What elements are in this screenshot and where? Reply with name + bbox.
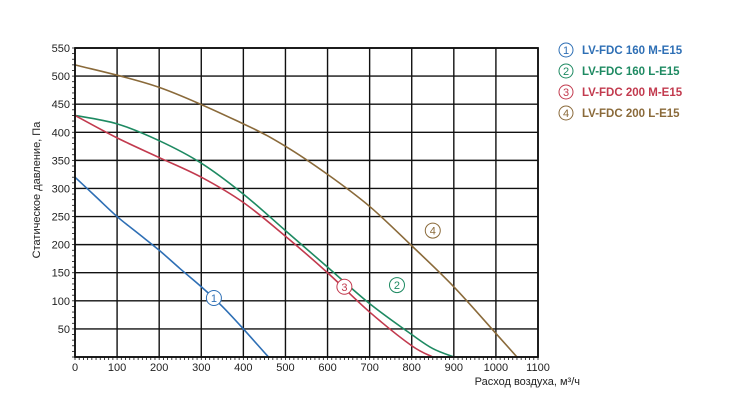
series-line-3 [74, 114, 434, 358]
y-tick-label: 200 [52, 240, 70, 252]
legend-label-3: LV-FDC 200 M-E15 [582, 87, 683, 99]
series-line-2 [74, 114, 455, 358]
y-tick-label: 400 [52, 127, 70, 139]
series-line-1 [74, 176, 270, 358]
series-marker-label-2: 2 [394, 280, 400, 292]
x-tick-label: 800 [403, 362, 421, 374]
legend-marker-label-4: 4 [563, 108, 569, 120]
series-marker-label-3: 3 [341, 282, 347, 294]
plot-border [74, 47, 539, 358]
y-tick-label: 350 [52, 155, 70, 167]
legend-label-1: LV-FDC 160 M-E15 [582, 45, 683, 57]
x-tick-label: 600 [318, 362, 336, 374]
legend-marker-4 [558, 105, 574, 121]
x-tick-label: 1000 [484, 362, 508, 374]
legend: 1 LV-FDC 160 M-E15 2 LV-FDC 160 L-E15 3 LV-FD… [558, 42, 683, 121]
y-tick-label: 500 [52, 71, 70, 83]
series-line-4 [74, 64, 518, 358]
grid [74, 47, 539, 358]
y-tick-label: 100 [52, 296, 70, 308]
y-axis-label: Статическое давление, Па [31, 121, 43, 259]
x-tick-label: 0 [72, 362, 78, 374]
x-axis-label: Расход воздуха, м³/ч [475, 376, 580, 388]
plot-frame [72, 47, 539, 360]
legend-label-2: LV-FDC 160 L-E15 [582, 66, 680, 78]
series-marker-circle-2 [388, 277, 405, 294]
series-marker-label-4: 4 [430, 226, 436, 238]
x-tick-label: 500 [276, 362, 294, 374]
y-tick-label: 300 [52, 183, 70, 195]
x-tick-label: 300 [192, 362, 210, 374]
x-tick-label: 400 [234, 362, 252, 374]
y-tick-label: 50 [58, 324, 70, 336]
x-tick-label: 700 [360, 362, 378, 374]
series-layer: 1 2 3 4 [74, 64, 518, 358]
x-tick-label: 900 [445, 362, 463, 374]
legend-marker-1 [558, 42, 574, 58]
legend-marker-label-1: 1 [563, 45, 569, 57]
legend-label-4: LV-FDC 200 L-E15 [582, 108, 680, 120]
series-marker-label-1: 1 [211, 293, 217, 305]
tick-labels: 0 100 200 300 400 500 600 700 800 900 1000 1100 50 10… [52, 43, 550, 374]
x-tick-label: 100 [108, 362, 126, 374]
y-tick-label: 550 [52, 43, 70, 55]
legend-marker-3 [558, 84, 574, 100]
x-tick-label: 1100 [526, 362, 550, 374]
series-marker-circle-1 [205, 290, 222, 307]
y-tick-label: 250 [52, 212, 70, 224]
legend-marker-label-2: 2 [563, 66, 569, 78]
legend-marker-label-3: 3 [563, 87, 569, 99]
y-tick-label: 450 [52, 99, 70, 111]
plot-background [75, 48, 538, 357]
y-tick-label: 150 [52, 268, 70, 280]
legend-marker-2 [558, 63, 574, 79]
x-tick-label: 200 [150, 362, 168, 374]
series-marker-circle-4 [424, 222, 441, 239]
series-marker-circle-3 [336, 278, 353, 295]
